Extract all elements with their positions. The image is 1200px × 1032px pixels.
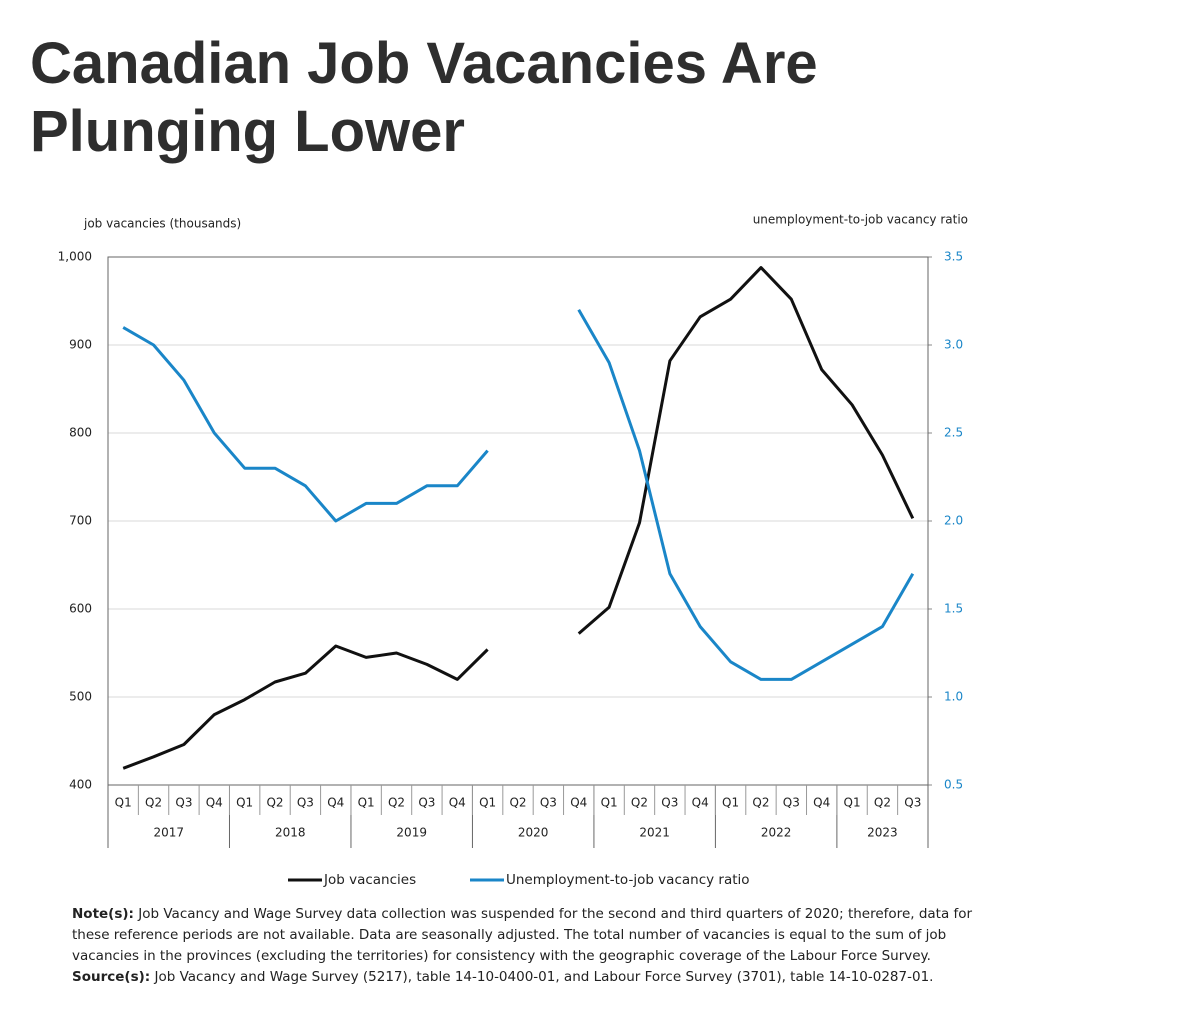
series-line [122,266,915,770]
x-tick-label: Q3 [904,796,921,810]
legend-label: Job vacancies [323,872,416,888]
x-tick-label: Q4 [692,796,709,810]
x-tick-label: Q1 [358,796,375,810]
y2-tick-label: 1.0 [944,690,963,704]
x-group-label: 2018 [275,826,306,840]
note-label: Note(s): [72,906,134,922]
x-tick-label: Q1 [722,796,739,810]
y2-tick-label: 0.5 [944,778,963,792]
x-group-label: 2020 [518,826,549,840]
x-tick-label: Q3 [418,796,435,810]
y-tick-label: 600 [69,602,92,616]
x-tick-label: Q3 [540,796,557,810]
source-label: Source(s): [72,969,151,985]
x-group-label: 2023 [867,826,898,840]
note: Note(s): Job Vacancy and Wage Survey dat… [72,904,982,967]
x-tick-label: Q2 [145,796,162,810]
series-line [122,309,915,681]
x-tick-label: Q1 [115,796,132,810]
y2-tick-label: 2.5 [944,426,963,440]
x-tick-label: Q3 [297,796,314,810]
x-tick-label: Q4 [449,796,466,810]
y-tick-label: 800 [69,426,92,440]
source: Source(s): Job Vacancy and Wage Survey (… [72,967,982,988]
x-tick-label: Q1 [236,796,253,810]
y2-tick-label: 2.0 [944,514,963,528]
x-tick-label: Q3 [661,796,678,810]
y2-tick-label: 1.5 [944,602,963,616]
y-tick-label: 900 [69,338,92,352]
note-text: Job Vacancy and Wage Survey data collect… [72,906,973,964]
x-group-label: 2019 [396,826,427,840]
x-tick-label: Q2 [631,796,648,810]
chart: job vacancies (thousands) unemployment-t… [58,213,968,889]
x-tick-label: Q2 [509,796,526,810]
x-tick-label: Q3 [783,796,800,810]
x-tick-label: Q1 [844,796,861,810]
notes: Note(s): Job Vacancy and Wage Survey dat… [72,904,982,988]
source-text: Job Vacancy and Wage Survey (5217), tabl… [154,969,934,985]
y-tick-label: 500 [69,690,92,704]
x-tick-label: Q1 [601,796,618,810]
y2-tick-label: 3.0 [944,338,963,352]
x-tick-label: Q4 [327,796,344,810]
y-tick-label: 700 [69,514,92,528]
x-group-label: 2017 [153,826,184,840]
x-tick-label: Q3 [175,796,192,810]
plot-frame [107,256,929,786]
x-tick-label: Q2 [388,796,405,810]
x-tick-label: Q4 [570,796,587,810]
y-tick-label: 400 [69,778,92,792]
legend-label: Unemployment-to-job vacancy ratio [506,872,750,888]
x-tick-label: Q4 [813,796,830,810]
x-tick-label: Q2 [752,796,769,810]
y2-axis-label: unemployment-to-job vacancy ratio [753,213,968,227]
y2-tick-label: 3.5 [944,250,963,264]
x-tick-label: Q4 [206,796,223,810]
x-tick-label: Q2 [266,796,283,810]
x-tick-label: Q1 [479,796,496,810]
x-group-label: 2022 [761,826,792,840]
y-tick-label: 1,000 [58,250,92,264]
y-axis-label: job vacancies (thousands) [83,217,241,231]
x-group-label: 2021 [639,826,670,840]
page-title: Canadian Job Vacancies Are Plunging Lowe… [30,31,818,164]
x-tick-label: Q2 [874,796,891,810]
